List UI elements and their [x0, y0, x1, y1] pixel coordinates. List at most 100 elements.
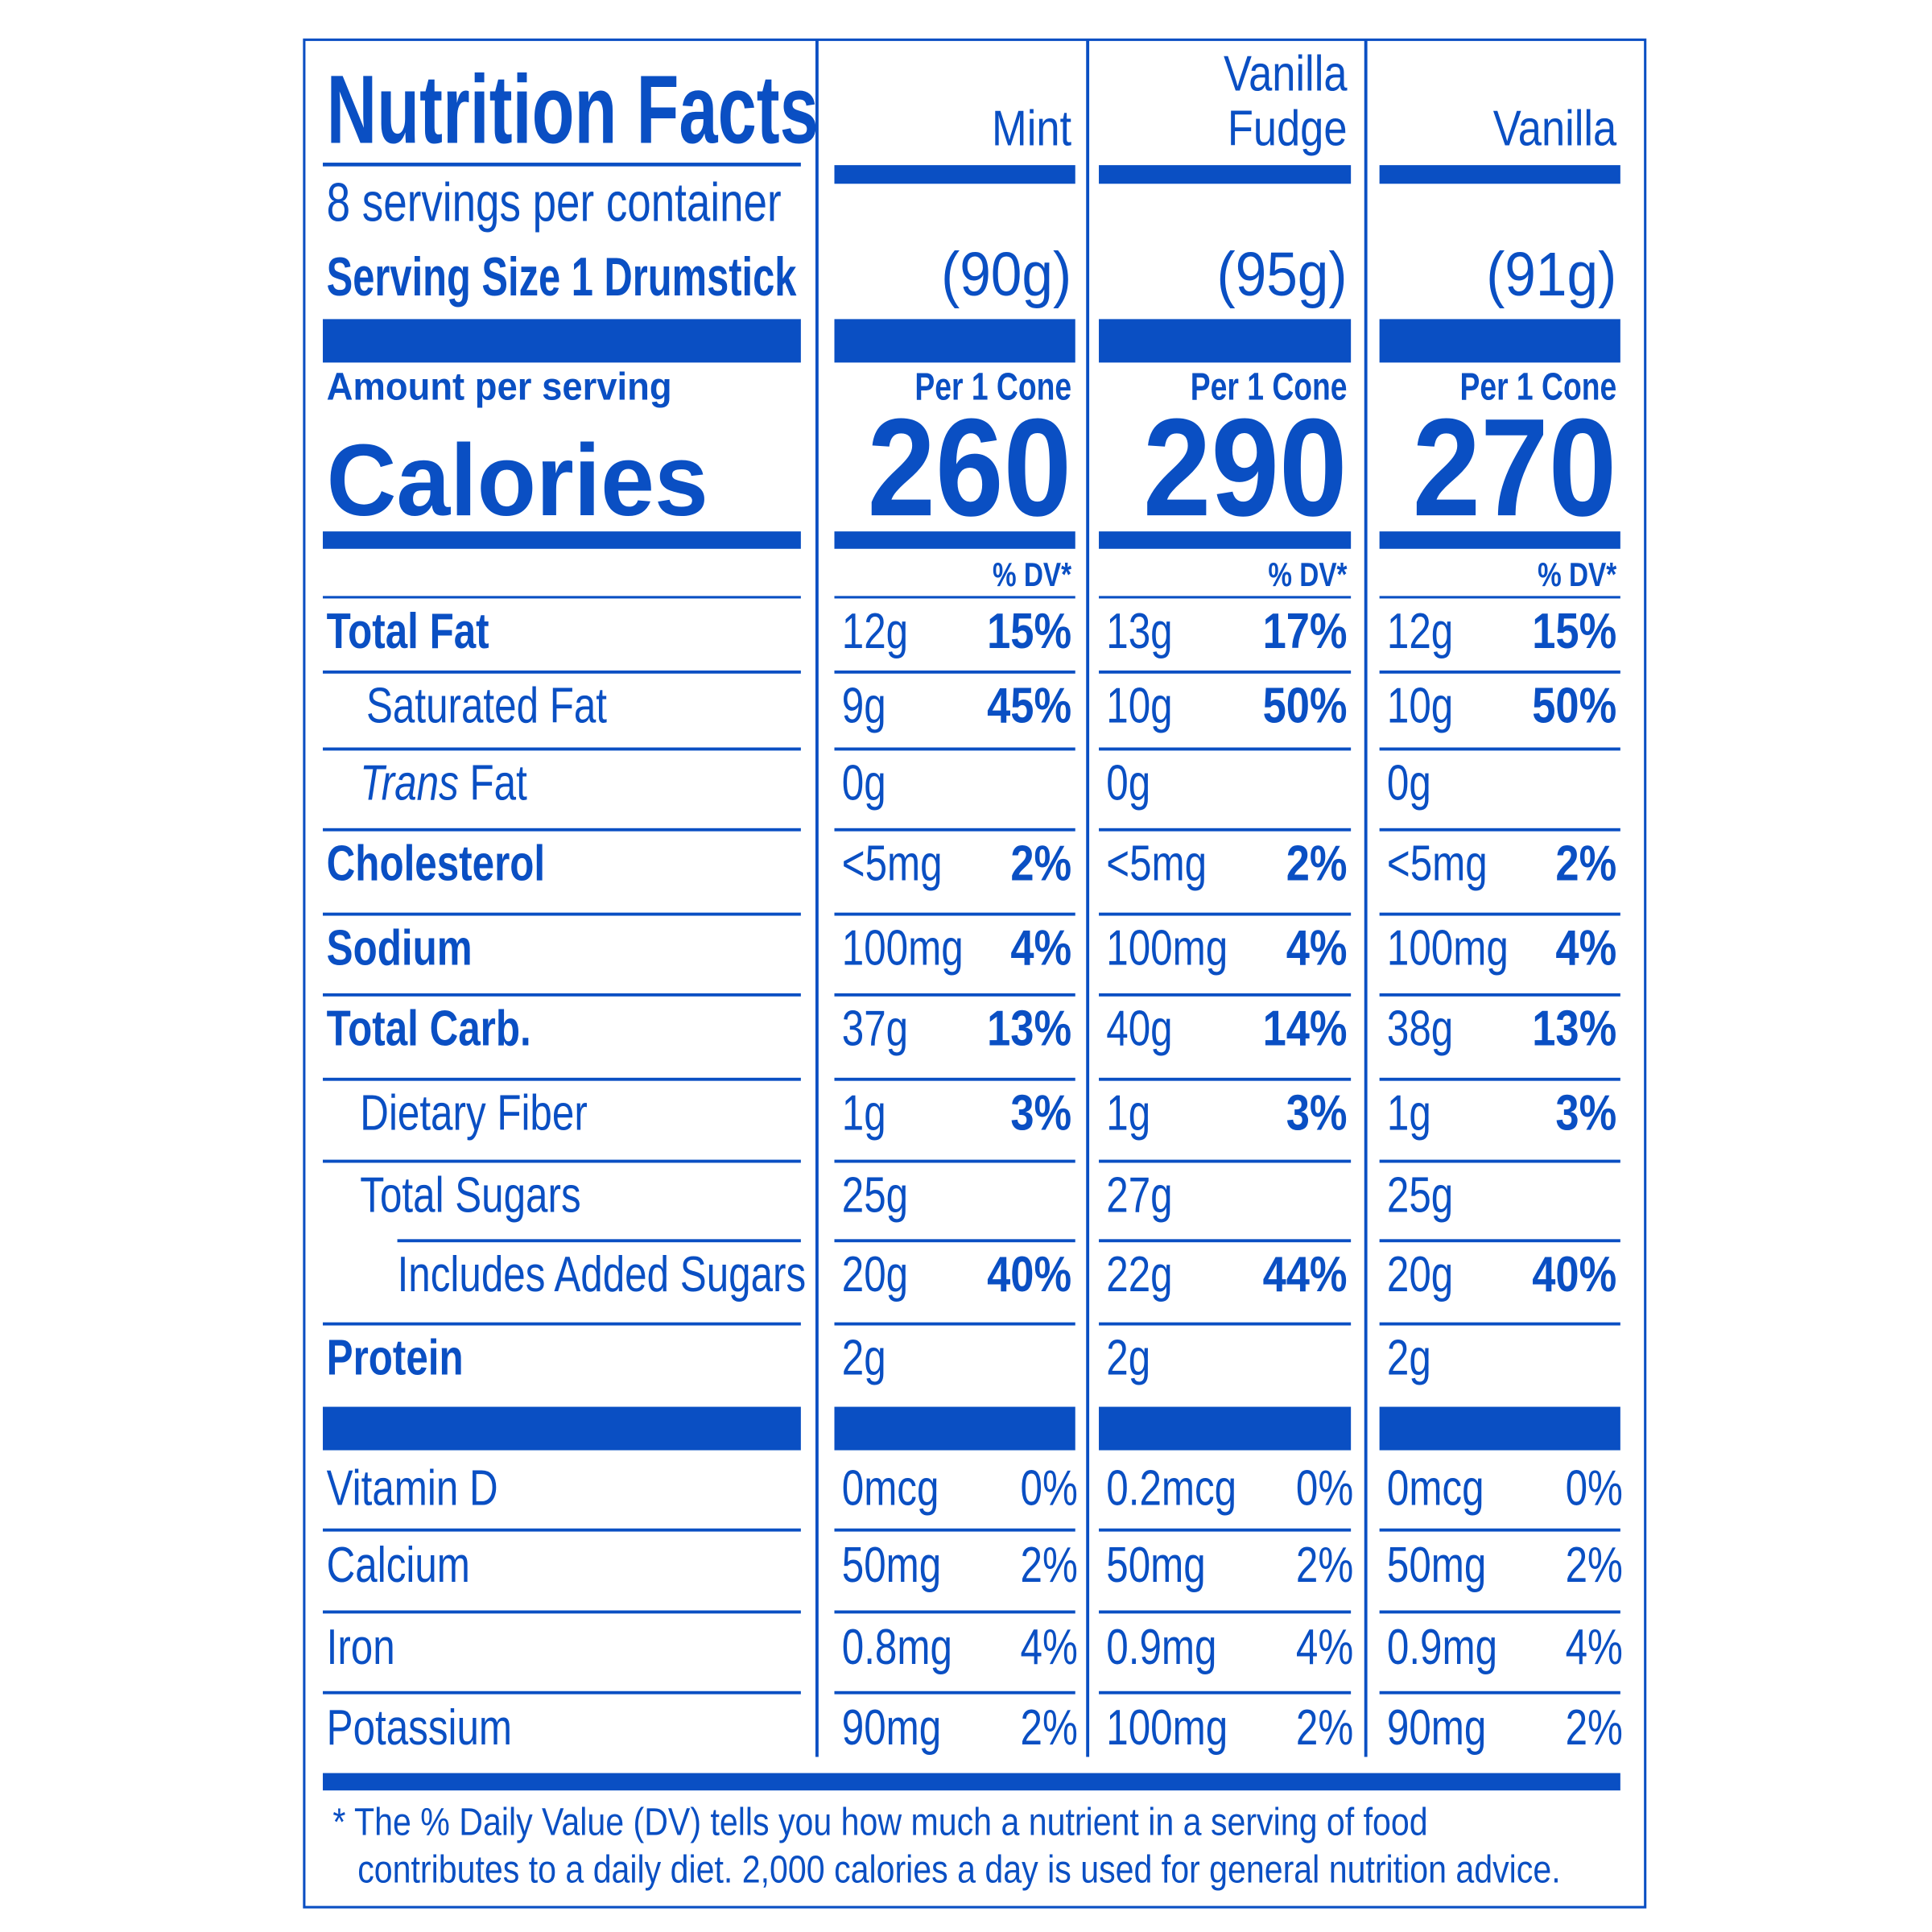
rule — [1099, 993, 1352, 997]
daily-value: 4% — [1296, 1619, 1353, 1675]
amount: <5mg — [1106, 835, 1207, 891]
rule — [1379, 670, 1620, 674]
amount: 25g — [842, 1166, 908, 1223]
daily-value: 40% — [987, 1247, 1071, 1302]
rule — [1099, 912, 1352, 916]
rule — [834, 1610, 1075, 1614]
calories-label: Calories — [327, 423, 708, 537]
rule — [834, 1322, 1075, 1326]
rule — [1099, 1610, 1352, 1614]
label-border — [303, 38, 1647, 1909]
vitamin-label: Vitamin D — [327, 1459, 498, 1516]
rule — [1379, 1159, 1620, 1163]
daily-value: 4% — [1286, 921, 1348, 976]
daily-value: 0% — [1020, 1459, 1077, 1516]
amount: 40g — [1106, 1000, 1172, 1056]
rule — [1379, 993, 1620, 997]
daily-value: 13% — [1532, 1001, 1616, 1057]
serving-weight: (90g) — [941, 240, 1071, 309]
amount: 27g — [1106, 1166, 1172, 1223]
rule — [1099, 596, 1352, 599]
rule — [323, 1690, 801, 1695]
rule — [323, 163, 801, 167]
daily-value: 4% — [1566, 1619, 1623, 1675]
daily-value: 2% — [1296, 1537, 1353, 1593]
rule — [1099, 1239, 1352, 1243]
daily-value: 44% — [1263, 1247, 1348, 1302]
rule — [1379, 1528, 1620, 1532]
daily-value: 4% — [1010, 921, 1071, 976]
amount: 10g — [1387, 677, 1453, 733]
rule — [1099, 1406, 1352, 1451]
amount: 22g — [1106, 1246, 1172, 1302]
amount: 38g — [1387, 1000, 1453, 1056]
rule — [1379, 319, 1620, 363]
rule — [397, 1239, 801, 1243]
dv-header: % DV* — [1538, 555, 1616, 592]
amount: 9g — [842, 677, 886, 733]
daily-value: 13% — [987, 1001, 1071, 1057]
amount: 100mg — [1106, 1699, 1228, 1756]
rule — [1099, 531, 1352, 549]
daily-value: 15% — [1532, 604, 1616, 659]
rule — [323, 1322, 801, 1326]
rule — [323, 828, 801, 832]
footnote: contributes to a daily diet. 2,000 calor… — [357, 1848, 1560, 1891]
per-cone: Per 1 Cone — [1459, 365, 1616, 409]
nutrient-label: Cholesterol — [327, 835, 545, 891]
amount: 20g — [1387, 1246, 1453, 1302]
daily-value: 0% — [1296, 1459, 1353, 1516]
amount: 2g — [1106, 1329, 1150, 1385]
rule — [834, 596, 1075, 599]
daily-value: 2% — [1010, 836, 1071, 892]
rule — [834, 670, 1075, 674]
serving-size: Serving Size 1 Drumstick — [327, 246, 797, 308]
rule — [834, 747, 1075, 751]
vitamin-label: Potassium — [327, 1699, 512, 1756]
rule — [834, 912, 1075, 916]
rule — [834, 1406, 1075, 1451]
rule — [1099, 828, 1352, 832]
daily-value: 3% — [1286, 1086, 1348, 1141]
rule — [834, 993, 1075, 997]
daily-value: 50% — [1532, 679, 1616, 734]
daily-value: 2% — [1296, 1699, 1353, 1756]
calories-value: 260 — [867, 390, 1071, 545]
rule — [1099, 1528, 1352, 1532]
amount: <5mg — [842, 835, 943, 891]
daily-value: 2% — [1566, 1537, 1623, 1593]
daily-value: 45% — [987, 679, 1071, 734]
rule — [323, 1406, 801, 1451]
rule — [323, 1528, 801, 1532]
amount: 2g — [842, 1329, 886, 1385]
amount: 12g — [842, 603, 908, 659]
rule — [834, 828, 1075, 832]
rule — [323, 1077, 801, 1081]
daily-value: 15% — [987, 604, 1071, 659]
amount: 1g — [842, 1084, 886, 1141]
amount: 20g — [842, 1246, 908, 1302]
rule — [323, 319, 801, 363]
daily-value: 14% — [1263, 1001, 1348, 1057]
rule — [323, 670, 801, 674]
daily-value: 50% — [1263, 679, 1348, 734]
amount: 50mg — [1106, 1537, 1205, 1593]
rule — [323, 1610, 801, 1614]
amount: 100mg — [842, 919, 964, 976]
daily-value: 2% — [1020, 1537, 1077, 1593]
nutrient-label: Includes Added Sugars — [398, 1246, 807, 1302]
rule — [1099, 165, 1352, 184]
product-name: Vanilla — [1493, 101, 1617, 157]
rule — [1099, 1322, 1352, 1326]
label-italic: Trans — [360, 754, 458, 811]
rule — [1099, 319, 1352, 363]
dv-header: % DV* — [1268, 555, 1347, 592]
rule — [834, 1690, 1075, 1695]
nutrient-label: Protein — [327, 1329, 464, 1385]
rule — [323, 912, 801, 916]
rule — [1379, 747, 1620, 751]
amount: 0mcg — [1387, 1459, 1484, 1516]
label-text: Fat — [459, 754, 527, 811]
